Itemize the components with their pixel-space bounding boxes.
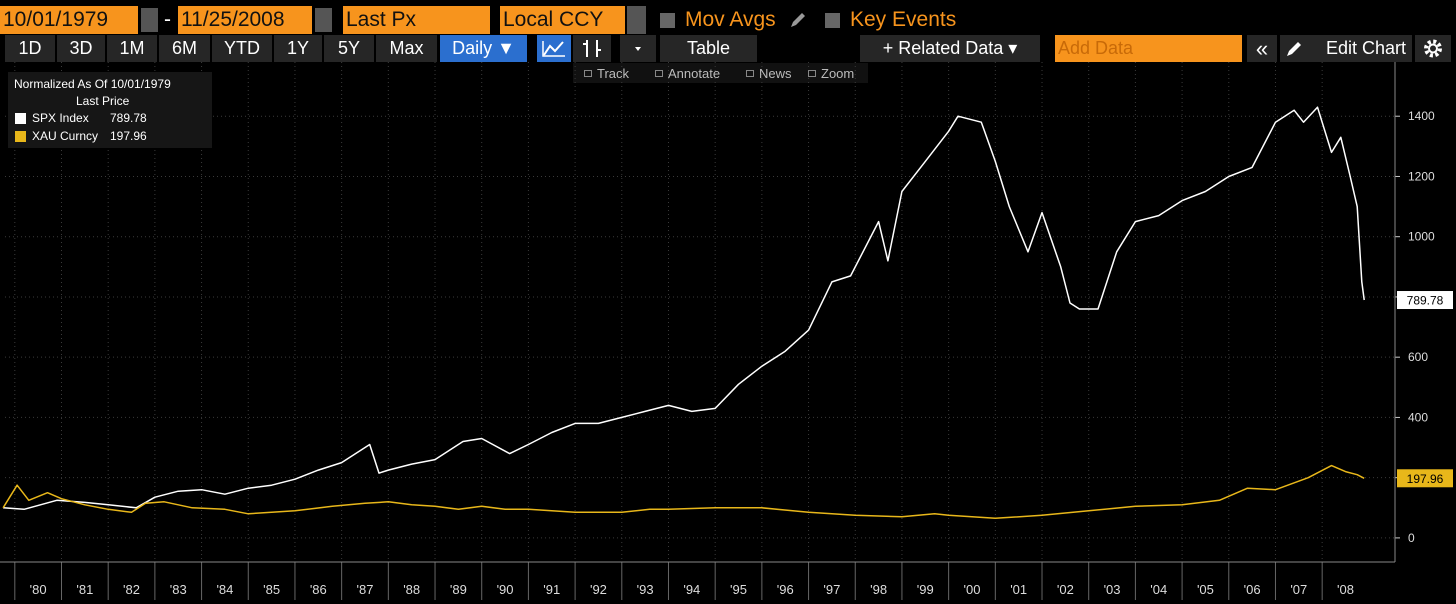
y-tick-label: 1400: [1408, 109, 1435, 123]
x-tick-label: '85: [263, 582, 280, 597]
start-date[interactable]: 10/01/1979: [0, 6, 138, 34]
x-tick-label: '96: [777, 582, 794, 597]
checkbox[interactable]: [825, 13, 840, 28]
y-tick-label: 200: [1408, 471, 1428, 485]
period-button[interactable]: Max: [376, 35, 437, 62]
collapse-button[interactable]: «: [1247, 35, 1277, 62]
mov-avgs[interactable]: Mov Avgs: [685, 8, 776, 31]
x-tick-label: '91: [543, 582, 560, 597]
y-tick-label: 1200: [1408, 169, 1435, 183]
tool-icon: [584, 70, 592, 77]
dropdown-arrow[interactable]: [627, 6, 646, 34]
period-button[interactable]: 6M: [159, 35, 210, 62]
pencil-icon: [1287, 42, 1301, 56]
period-button[interactable]: 3D: [57, 35, 105, 62]
checkbox[interactable]: [660, 13, 675, 28]
field-select[interactable]: Last Px: [343, 6, 490, 34]
legend-value: 197.96: [110, 129, 147, 143]
x-tick-label: '95: [730, 582, 747, 597]
x-tick-label: '01: [1010, 582, 1027, 597]
x-tick-label: '87: [357, 582, 374, 597]
x-tick-label: '98: [870, 582, 887, 597]
legend-label: SPX Index: [32, 111, 89, 125]
y-tick-label: 0: [1408, 531, 1415, 545]
frequency[interactable]: Daily ▼: [440, 35, 527, 62]
x-tick-label: '08: [1337, 582, 1354, 597]
period-button[interactable]: YTD: [212, 35, 272, 62]
legend-swatch: [15, 113, 26, 124]
pencil-icon[interactable]: [788, 10, 808, 30]
x-tick-label: '81: [76, 582, 93, 597]
series-line: [3, 106, 1365, 511]
x-tick-label: '86: [310, 582, 327, 597]
last-value-label: 197.96: [1407, 472, 1444, 486]
x-tick-label: '07: [1290, 582, 1307, 597]
period-button[interactable]: 5Y: [324, 35, 374, 62]
x-tick-label: '04: [1150, 582, 1167, 597]
currency-select[interactable]: Local CCY: [500, 6, 625, 34]
period-button[interactable]: 1Y: [274, 35, 322, 62]
y-tick-label: 800: [1408, 290, 1428, 304]
x-tick-label: '93: [637, 582, 654, 597]
x-tick-label: '88: [403, 582, 420, 597]
y-tick-label: 600: [1408, 350, 1428, 364]
x-tick-label: '84: [216, 582, 233, 597]
y-tick-label: 1000: [1408, 230, 1435, 244]
line-chart-button[interactable]: [537, 35, 571, 62]
x-tick-label: '80: [30, 582, 47, 597]
tools-strip: [573, 63, 868, 83]
tool[interactable]: Zoom: [821, 66, 855, 81]
last-value-tag: [1397, 291, 1453, 310]
period-button[interactable]: 1M: [107, 35, 157, 62]
x-tick-label: '94: [683, 582, 700, 597]
period-button[interactable]: 1D: [5, 35, 55, 62]
x-tick-label: '82: [123, 582, 140, 597]
y-tick-label: 400: [1408, 410, 1428, 424]
add-data-input[interactable]: Add Data: [1055, 35, 1242, 62]
x-tick-label: '05: [1197, 582, 1214, 597]
x-tick-label: '92: [590, 582, 607, 597]
settings-button[interactable]: [1415, 35, 1451, 62]
edit-chart[interactable]: Edit Chart: [1280, 35, 1412, 62]
tool-icon: [655, 70, 663, 77]
x-tick-label: '99: [917, 582, 934, 597]
x-tick-label: '89: [450, 582, 467, 597]
last-value-label: 789.78: [1407, 294, 1444, 308]
x-tick-label: '06: [1244, 582, 1261, 597]
series-line: [2, 464, 1365, 520]
last-value-tag: [1397, 469, 1453, 488]
date-separator: -: [164, 8, 171, 31]
legend-swatch: [15, 131, 26, 142]
calendar-icon[interactable]: [315, 8, 332, 32]
tool[interactable]: Track: [597, 66, 630, 81]
tool[interactable]: Annotate: [668, 66, 721, 81]
x-tick-label: '03: [1104, 582, 1121, 597]
legend-box: [8, 72, 212, 148]
related-data[interactable]: + Related Data ▾: [860, 35, 1040, 62]
key-events[interactable]: Key Events: [850, 8, 957, 31]
legend-label: XAU Curncy: [32, 129, 99, 143]
legend-value: 789.78: [110, 111, 147, 125]
tool[interactable]: News: [759, 66, 792, 81]
legend-subtitle: Last Price: [76, 94, 130, 108]
chart-options-dropdown[interactable]: [620, 35, 656, 62]
x-tick-label: '97: [823, 582, 840, 597]
calendar-icon[interactable]: [141, 8, 158, 32]
table-button[interactable]: Table: [660, 35, 757, 62]
end-date[interactable]: 11/25/2008: [178, 6, 312, 34]
tool-icon: [808, 70, 816, 77]
legend-title: Normalized As Of 10/01/1979: [14, 77, 171, 91]
bar-chart-button[interactable]: [573, 35, 611, 62]
x-tick-label: '90: [497, 582, 514, 597]
tool-icon: [746, 70, 754, 77]
x-tick-label: '00: [964, 582, 981, 597]
x-tick-label: '83: [170, 582, 187, 597]
x-tick-label: '02: [1057, 582, 1074, 597]
